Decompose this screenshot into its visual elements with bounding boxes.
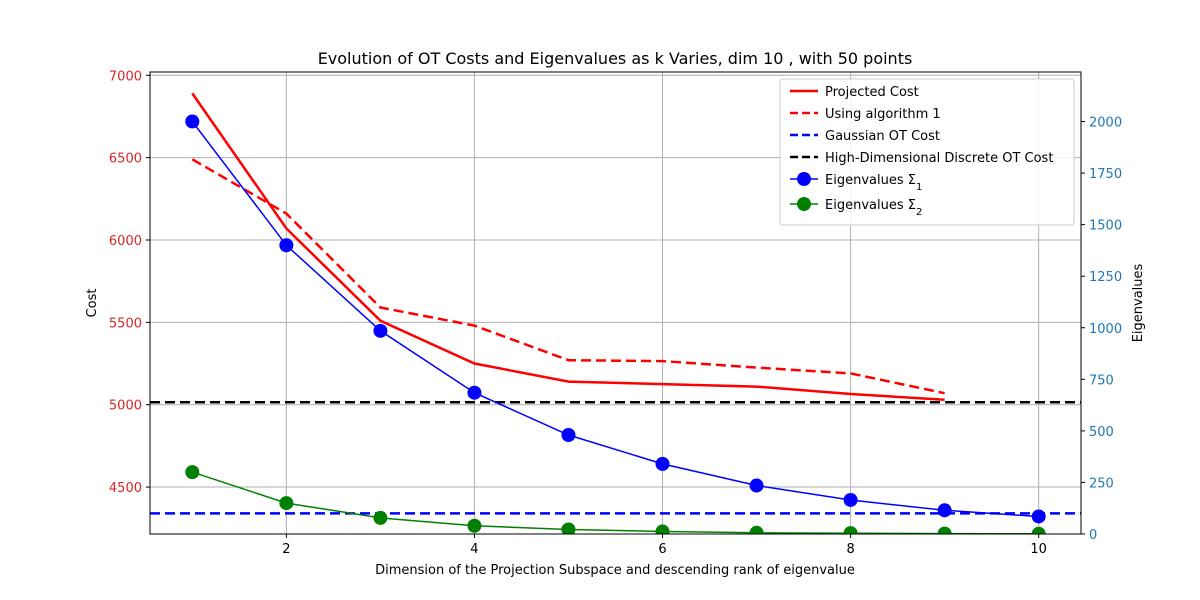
series-point-eigenvalues-2	[373, 510, 388, 525]
y-right-tick-label: 750	[1089, 373, 1114, 388]
y-left-tick-label: 7000	[109, 69, 142, 84]
series-line-projected-cost	[191, 92, 945, 402]
series-line-using-algorithm-1	[191, 158, 945, 395]
y-left-tick-label: 6000	[109, 234, 142, 249]
plot-layer	[150, 92, 1081, 534]
y-right-tick-label: 2000	[1089, 116, 1122, 131]
y-right-tick-label: 1000	[1089, 322, 1122, 337]
y-right-tick-label: 1250	[1089, 270, 1122, 285]
x-tick-label: 8	[846, 542, 854, 557]
y-right-tick-label: 0	[1089, 528, 1097, 543]
series-point-eigenvalues-1	[467, 385, 482, 400]
ticks-layer: 2 4 6 8 10 4500 5000 5500 6000 6500 7000 0 250 500 750…	[109, 69, 1122, 557]
y-right-axis-label: Eigenvalues	[1131, 263, 1146, 342]
legend-label-high-dimensional-discrete-ot-cost: High-Dimensional Discrete OT Cost	[825, 151, 1053, 166]
series-point-eigenvalues-2	[467, 518, 482, 533]
x-axis-label: Dimension of the Projection Subspace and…	[375, 563, 855, 578]
series-point-eigenvalues-1	[279, 238, 294, 253]
series-line-eigenvalues-2	[192, 471, 1039, 534]
series-point-eigenvalues-2	[561, 522, 576, 534]
x-tick-label: 10	[1030, 542, 1047, 557]
x-tick-label: 2	[282, 542, 290, 557]
series-point-eigenvalues-2	[1031, 526, 1046, 534]
series-point-eigenvalues-1	[655, 456, 670, 471]
series-point-eigenvalues-1	[937, 503, 952, 518]
legend-label-using-algorithm-1: Using algorithm 1	[825, 107, 941, 122]
y-right-tick-label: 500	[1089, 425, 1114, 440]
plot-frame	[149, 71, 1082, 535]
series-point-eigenvalues-2	[843, 526, 858, 534]
series-point-eigenvalues-2	[749, 525, 764, 534]
y-left-tick-label: 5500	[109, 316, 142, 331]
legend-label-projected-cost: Projected Cost	[825, 85, 919, 100]
legend-label-eigenvalues-1: Eigenvalues Σ1	[825, 173, 922, 193]
series-point-eigenvalues-2	[279, 496, 294, 511]
legend-marker-eigenvalues-2	[797, 197, 811, 211]
legend-box	[779, 78, 1075, 226]
y-left-tick-label: 5000	[109, 399, 142, 414]
y-right-tick-label: 250	[1089, 476, 1114, 491]
series-point-eigenvalues-1	[1031, 509, 1046, 524]
series-point-eigenvalues-1	[561, 428, 576, 442]
series-point-eigenvalues-2	[937, 526, 952, 534]
x-tick-label: 6	[658, 542, 666, 557]
legend: Projected Cost Using algorithm 1 Gaussian …	[779, 78, 1075, 226]
series-point-eigenvalues-1	[843, 492, 858, 507]
series-line-eigenvalues-1	[191, 121, 1039, 518]
x-tick-label: 4	[470, 542, 478, 557]
chart-title: Evolution of OT Costs and Eigenvalues as…	[318, 49, 913, 68]
y-left-tick-label: 4500	[109, 481, 142, 496]
y-left-axis-label: Cost	[85, 289, 100, 318]
y-left-tick-label: 6500	[109, 152, 142, 167]
series-point-eigenvalues-2	[655, 524, 670, 534]
legend-label-gaussian-ot-cost: Gaussian OT Cost	[825, 129, 940, 144]
legend-label-eigenvalues-2: Eigenvalues Σ2	[825, 198, 922, 218]
series-point-eigenvalues-2	[185, 465, 200, 480]
y-right-tick-label: 1750	[1089, 167, 1122, 182]
series-point-eigenvalues-1	[373, 323, 388, 338]
legend-marker-eigenvalues-1	[797, 172, 811, 186]
y-right-tick-label: 1500	[1089, 219, 1122, 234]
series-point-eigenvalues-1	[749, 478, 764, 493]
series-point-eigenvalues-1	[185, 114, 200, 129]
